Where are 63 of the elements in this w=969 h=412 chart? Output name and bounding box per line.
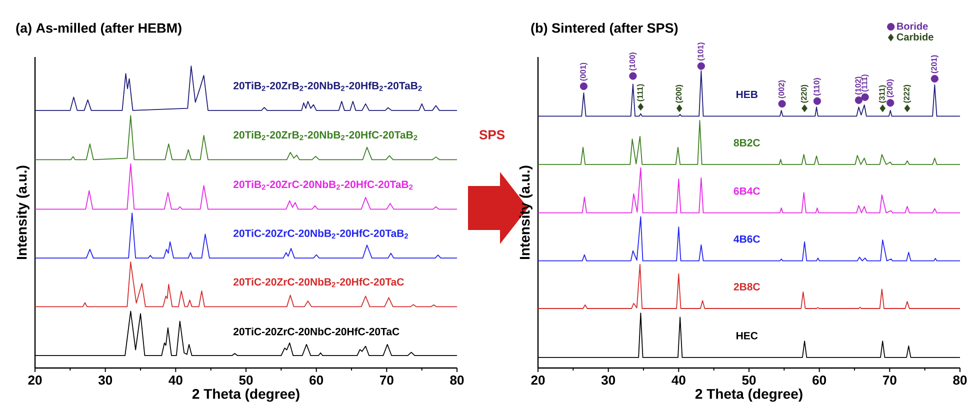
point: [778, 100, 786, 108]
legend-label: Boride: [897, 22, 928, 30]
point: [880, 104, 886, 112]
x-tick-label: 50: [239, 376, 253, 385]
x-tick-label: 30: [601, 376, 616, 385]
annotation: (201): [930, 55, 938, 74]
annotation: (111): [636, 84, 644, 102]
series-label: 2B8C: [734, 283, 760, 290]
x-tick-label: 70: [380, 376, 394, 385]
point: [580, 82, 588, 90]
point: [930, 74, 938, 83]
x-tick-label: 20: [28, 376, 42, 385]
annotation: (102): [854, 76, 862, 95]
point: [697, 62, 705, 70]
annotation: (111): [861, 74, 869, 92]
point: [638, 103, 644, 111]
y-axis-title: Intensity (a.u.): [519, 166, 532, 259]
point: [861, 93, 869, 101]
series-label: 8B2C: [734, 139, 760, 146]
x-axis-title: 2 Theta (degree): [695, 388, 802, 402]
text: SPS: [479, 130, 505, 140]
chart-title: (b) Sintered (after SPS): [531, 22, 678, 36]
point: [854, 96, 863, 104]
annotation: (200): [886, 79, 894, 98]
point: [813, 97, 822, 105]
point: [904, 104, 910, 112]
x-tick-label: 30: [98, 376, 112, 385]
annotation: (222): [904, 84, 911, 103]
series-label: 20TiB$_{2}$-20ZrB$_{2}$-20NbB$_{2}$-20HfC-20TaB$_{2}$: [234, 130, 418, 140]
x-tick-label: 70: [882, 376, 896, 385]
series-label: 6B4C: [734, 187, 760, 195]
point: [676, 104, 682, 112]
annotation: (311): [878, 85, 886, 103]
series-label: 20TiC-20ZrC-20NbB$_{2}$-20HfC-20TaB$_{2}$: [234, 229, 408, 239]
x-tick-label: 40: [672, 376, 686, 385]
series-label: HEC: [736, 332, 758, 340]
x-tick-label: 80: [953, 376, 967, 385]
annotation: (200): [676, 84, 684, 103]
series-label: 20TiC-20ZrC-20NbB$_{2}$-20HfC-20TaC: [234, 278, 404, 288]
x-tick-label: 80: [450, 376, 464, 385]
series-label: 4B6C: [734, 235, 760, 243]
legend-label: Carbide: [896, 33, 934, 40]
x-tick-label: 50: [742, 376, 756, 385]
point: [886, 99, 894, 107]
annotation: (001): [580, 62, 588, 81]
point: [629, 72, 637, 80]
annotation: (101): [697, 42, 705, 60]
x-tick-label: 20: [531, 376, 545, 385]
text: 20TiB$_{2}$-20ZrB$_{2}$-20NbB$_{2}$-20HfB$_{2}$-20TaB$_{2}$: [234, 82, 422, 91]
series-label: 20TiB$_{2}$-20ZrC-20NbB$_{2}$-20HfC-20TaB$_{2}$: [234, 180, 413, 190]
point: [802, 104, 808, 112]
series-label: 20TiC-20ZrC-20NbC-20HfC-20TaC: [234, 328, 400, 336]
annotation: (220): [800, 84, 808, 103]
series-label: HEB: [736, 90, 758, 98]
y-axis-title: Intensity (a.u.): [16, 166, 30, 259]
x-axis-title: 2 Theta (degree): [192, 388, 300, 402]
x-tick-label: 60: [812, 376, 826, 385]
x-tick-label: 60: [310, 376, 324, 385]
x-tick-label: 40: [168, 376, 182, 385]
annotation: (110): [813, 78, 821, 96]
annotation: (100): [629, 52, 637, 70]
annotation: (002): [778, 80, 786, 98]
chart-title: (a) As-milled (after HEBM): [16, 22, 182, 36]
